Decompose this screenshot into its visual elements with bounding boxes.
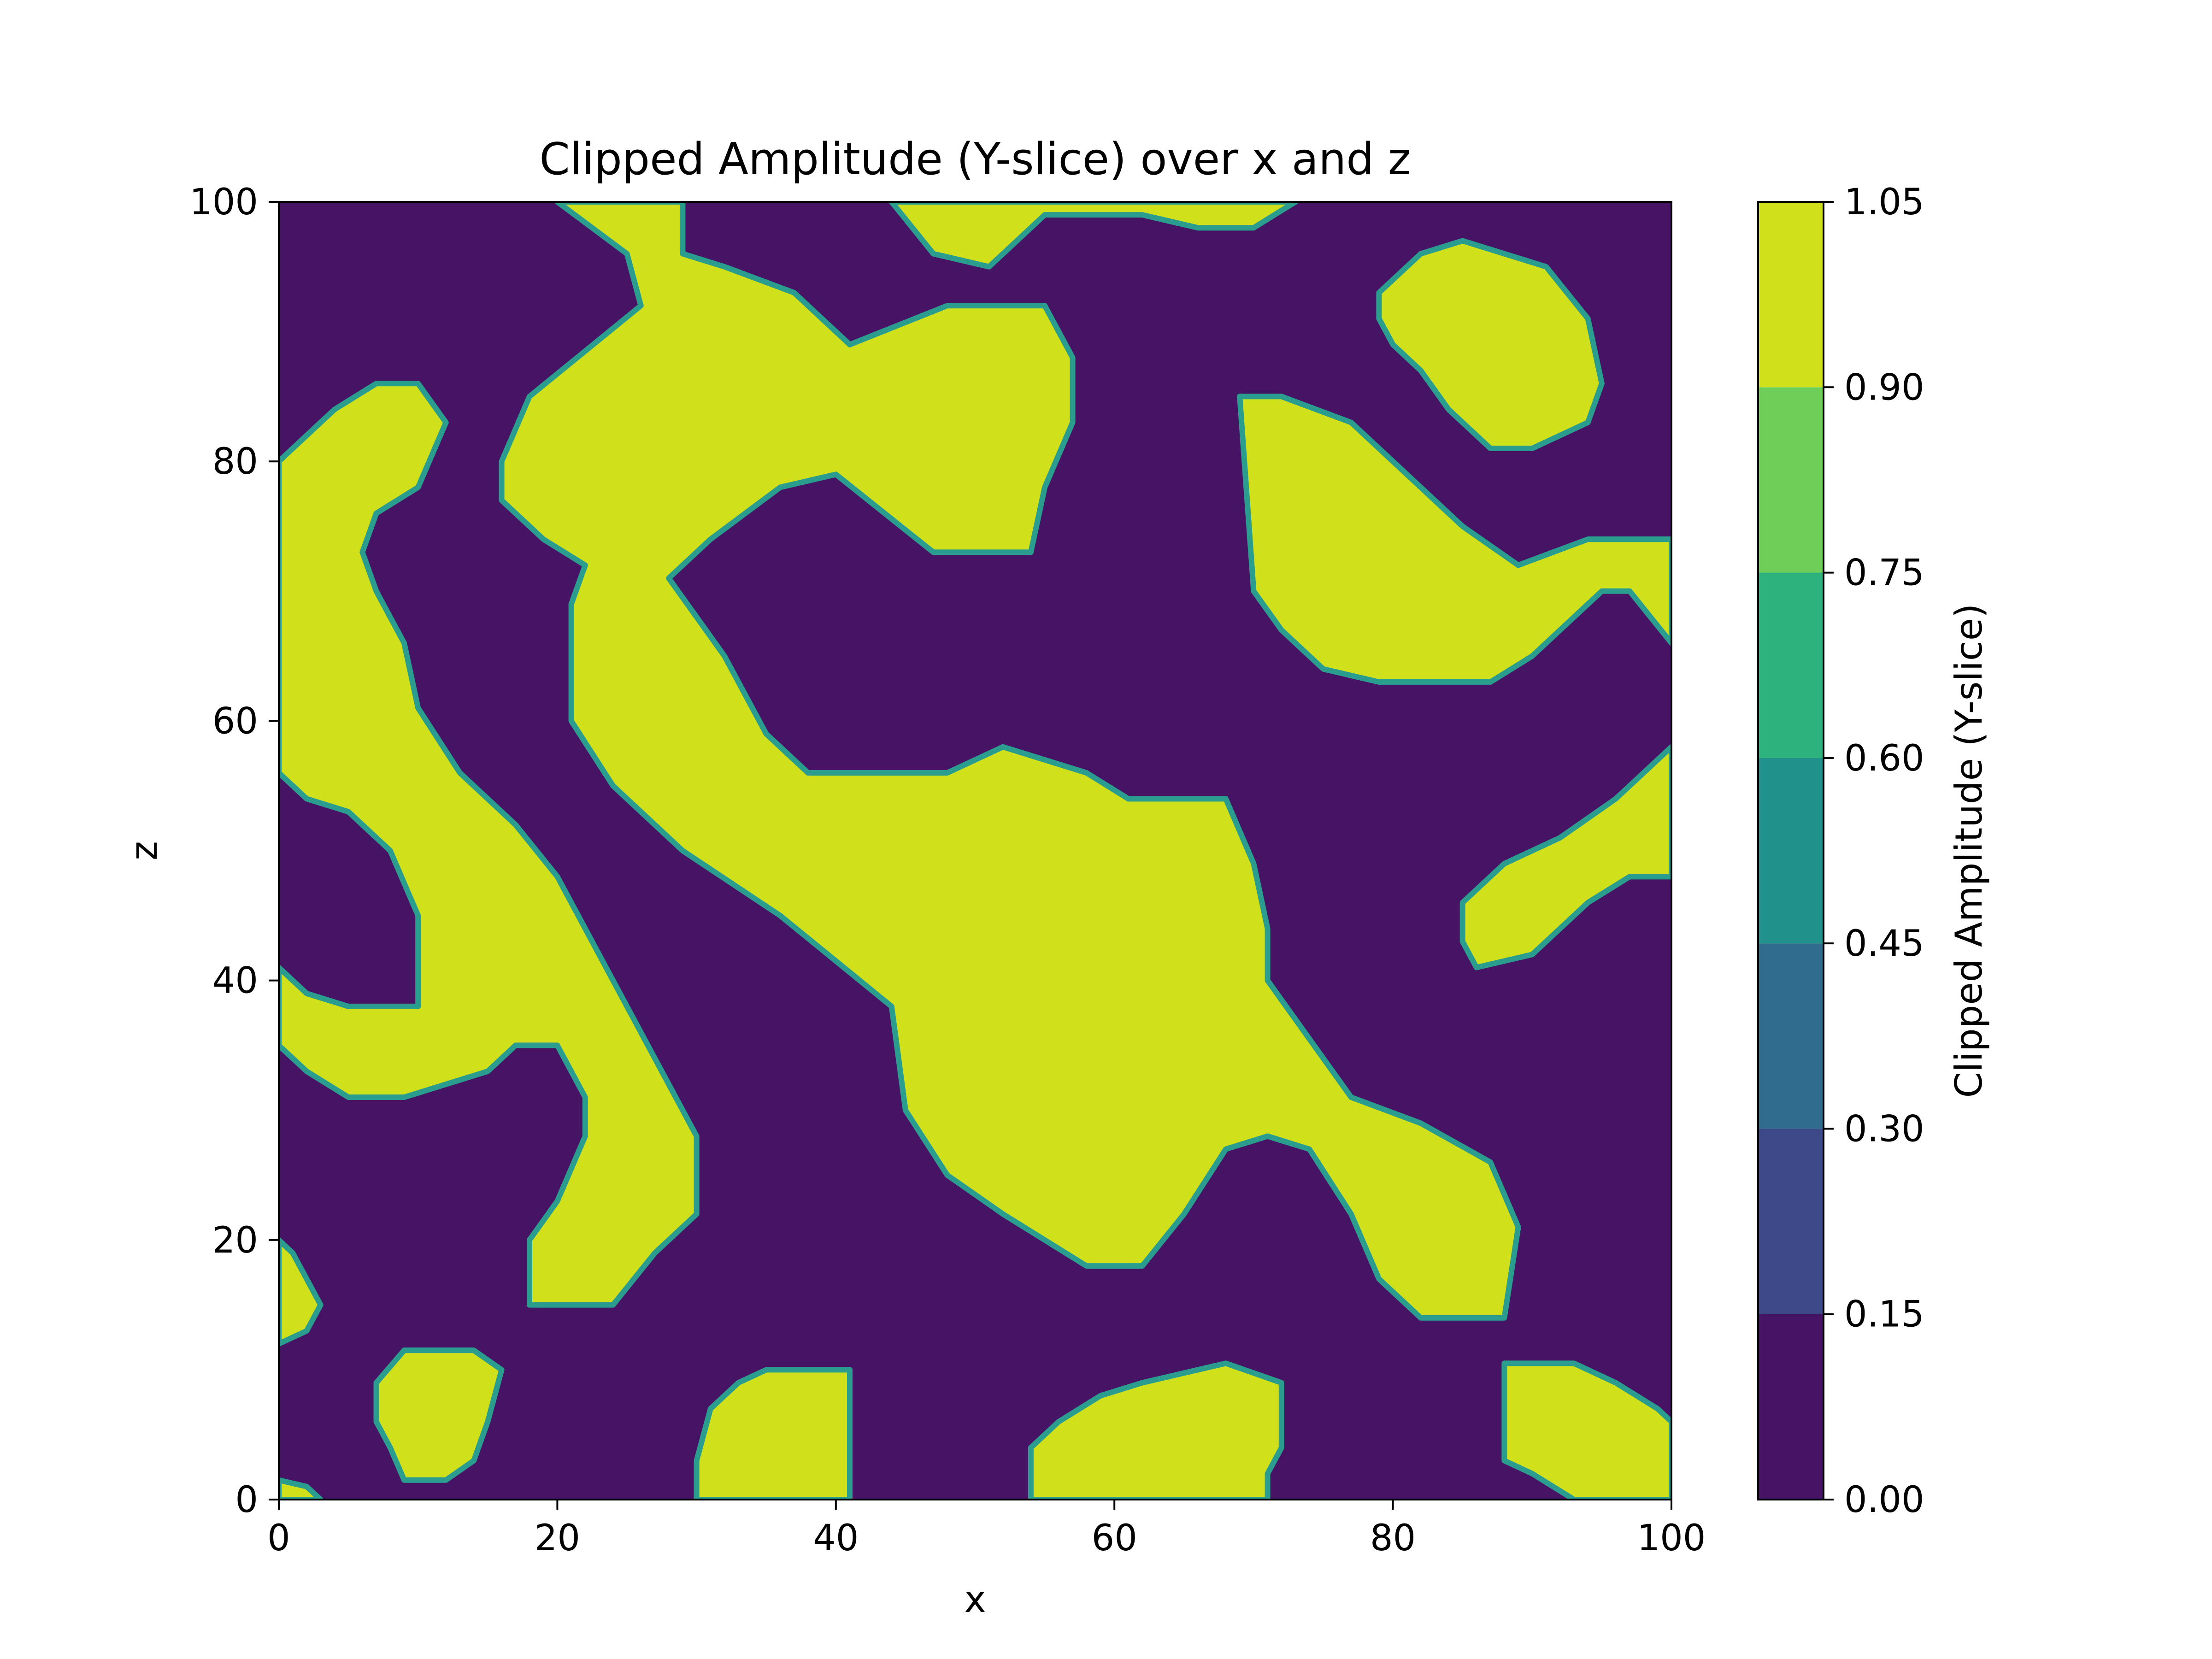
colorbar-tick-label: 1.05	[1844, 182, 1924, 223]
x-tick-label: 20	[535, 1518, 580, 1559]
x-tick-label: 0	[267, 1518, 290, 1559]
chart-title: Clipped Amplitude (Y-slice) over x and z	[539, 134, 1411, 185]
bottom-blob-5	[279, 1477, 324, 1500]
high-region-5	[888, 202, 1299, 270]
bottom-blob-1	[694, 1367, 853, 1500]
x-tick-label: 60	[1092, 1518, 1137, 1559]
high-region-0	[499, 202, 1521, 1321]
colorbar-tick-label: 0.75	[1844, 553, 1924, 594]
y-tick-label: 80	[212, 441, 258, 482]
high-region-4	[1459, 744, 1671, 971]
colorbar-tick-label: 0.45	[1844, 923, 1924, 965]
colorbar-tick-label: 0.00	[1844, 1479, 1924, 1521]
colorbar-band	[1758, 202, 1824, 388]
colorbar-band	[1758, 387, 1824, 573]
x-tick-label: 100	[1637, 1518, 1706, 1559]
bottom-blob-0	[373, 1347, 505, 1483]
y-tick-label: 60	[212, 700, 258, 742]
y-tick-label: 40	[212, 960, 258, 1002]
high-amplitude-regions	[279, 202, 1671, 1500]
colorbar-band	[1758, 1314, 1824, 1500]
colorbar-frame	[1757, 201, 1824, 1500]
bottom-blob-3	[1501, 1360, 1671, 1500]
x-tick-label: 80	[1370, 1518, 1416, 1559]
y-tick-label: 100	[189, 182, 258, 223]
y-axis-label: z	[123, 841, 165, 860]
bottom-blob-4	[279, 1237, 324, 1347]
colorbar-tick-label: 0.60	[1844, 738, 1924, 779]
x-axis-ticks: 0 20 40 60 80 100	[267, 1500, 1706, 1559]
y-tick-label: 20	[212, 1220, 258, 1261]
colorbar-tick-label: 0.90	[1844, 367, 1924, 408]
bottom-blob-2	[1028, 1360, 1284, 1500]
colorbar-tick-label: 0.30	[1844, 1108, 1924, 1150]
high-region-2	[1237, 394, 1671, 685]
y-axis-ticks: 0 20 40 60 80 100	[189, 182, 279, 1521]
x-axis-label: x	[964, 1578, 986, 1621]
colorbar-band	[1758, 943, 1824, 1129]
colorbar-band	[1758, 572, 1824, 758]
high-region-3	[1376, 238, 1605, 452]
colorbar-band	[1758, 1129, 1824, 1314]
colorbar-label: Clipped Amplitude (Y-slice)	[1947, 604, 1990, 1098]
plot-frame	[278, 201, 1672, 1500]
x-tick-label: 40	[813, 1518, 859, 1559]
colorbar-band	[1758, 758, 1824, 944]
y-tick-label: 0	[235, 1479, 258, 1521]
high-region-1	[279, 381, 700, 1308]
colorbar: 0.00 0.15 0.30 0.45 0.60 0.75 0.90 1.05	[1757, 182, 1924, 1521]
colorbar-tick-label: 0.15	[1844, 1294, 1924, 1335]
